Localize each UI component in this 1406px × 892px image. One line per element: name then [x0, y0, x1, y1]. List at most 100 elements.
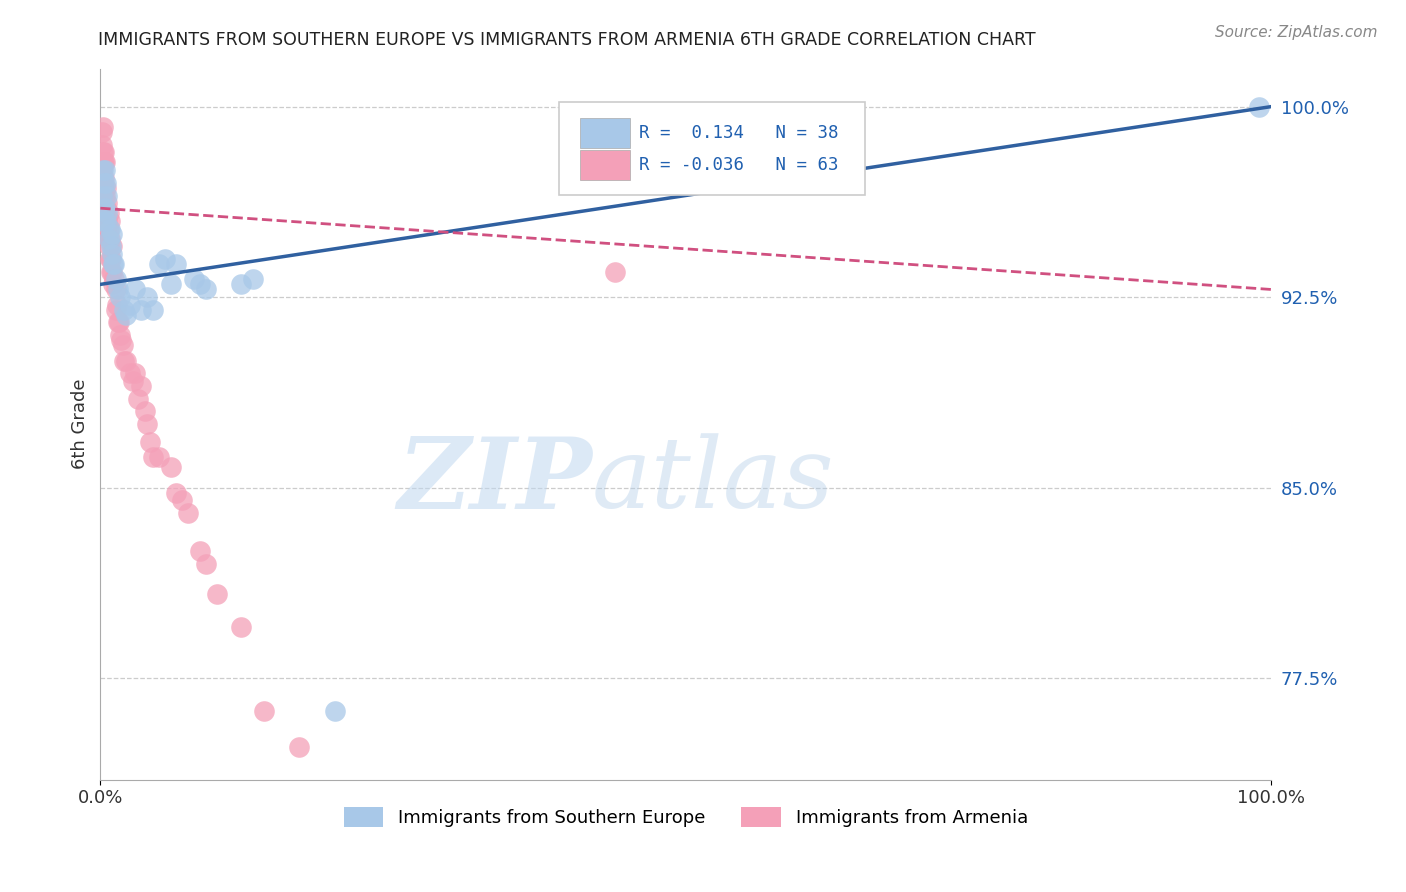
- Point: [136, 290, 159, 304]
- Point: [96, 188, 118, 202]
- Legend: Immigrants from Southern Europe, Immigrants from Armenia: Immigrants from Southern Europe, Immigra…: [336, 799, 1035, 835]
- Point: [97, 221, 120, 235]
- Point: [90, 188, 112, 202]
- Point: [118, 298, 141, 312]
- Point: [100, 252, 122, 266]
- Point: [97, 232, 120, 246]
- Point: [94, 201, 117, 215]
- Text: Source: ZipAtlas.com: Source: ZipAtlas.com: [1215, 25, 1378, 40]
- Point: [131, 302, 153, 317]
- Point: [148, 450, 170, 464]
- Point: [229, 620, 252, 634]
- Point: [91, 120, 114, 134]
- Point: [118, 366, 141, 380]
- Point: [94, 155, 117, 169]
- Point: [96, 214, 118, 228]
- Point: [253, 704, 276, 718]
- Point: [107, 283, 129, 297]
- Point: [91, 145, 114, 160]
- Point: [112, 302, 135, 317]
- Point: [96, 214, 118, 228]
- Point: [605, 265, 627, 279]
- Point: [96, 176, 118, 190]
- Point: [91, 181, 114, 195]
- Point: [136, 417, 159, 431]
- Point: [97, 206, 120, 220]
- Point: [177, 506, 200, 520]
- Point: [107, 316, 129, 330]
- Point: [110, 290, 132, 304]
- Point: [105, 298, 128, 312]
- Point: [138, 434, 160, 449]
- Point: [153, 252, 176, 266]
- Point: [96, 227, 118, 241]
- Point: [134, 404, 156, 418]
- Point: [101, 239, 124, 253]
- FancyBboxPatch shape: [560, 102, 865, 195]
- Point: [103, 277, 125, 292]
- Point: [90, 125, 112, 139]
- Point: [194, 283, 217, 297]
- Y-axis label: 6th Grade: 6th Grade: [72, 379, 89, 469]
- Point: [91, 155, 114, 169]
- FancyBboxPatch shape: [581, 150, 630, 180]
- Point: [159, 460, 181, 475]
- Point: [115, 353, 138, 368]
- Point: [98, 214, 121, 228]
- Point: [98, 252, 121, 266]
- Point: [98, 232, 121, 246]
- Point: [93, 214, 115, 228]
- Point: [142, 302, 165, 317]
- Point: [127, 392, 149, 406]
- Text: R = -0.036   N = 63: R = -0.036 N = 63: [638, 156, 838, 174]
- Text: R =  0.134   N = 38: R = 0.134 N = 38: [638, 124, 838, 142]
- Point: [104, 272, 127, 286]
- Point: [165, 257, 187, 271]
- Point: [207, 587, 229, 601]
- Point: [148, 257, 170, 271]
- Point: [1249, 100, 1271, 114]
- Point: [93, 155, 115, 169]
- Point: [101, 247, 124, 261]
- Point: [122, 374, 145, 388]
- Point: [98, 221, 121, 235]
- Point: [110, 333, 132, 347]
- Point: [188, 544, 211, 558]
- FancyBboxPatch shape: [581, 119, 630, 148]
- Text: atlas: atlas: [592, 434, 835, 529]
- Point: [104, 283, 127, 297]
- Point: [100, 265, 122, 279]
- Text: IMMIGRANTS FROM SOUTHERN EUROPE VS IMMIGRANTS FROM ARMENIA 6TH GRADE CORRELATION: IMMIGRANTS FROM SOUTHERN EUROPE VS IMMIG…: [98, 31, 1036, 49]
- Point: [100, 239, 122, 253]
- Point: [93, 176, 115, 190]
- Point: [91, 163, 114, 178]
- Point: [110, 328, 132, 343]
- Point: [101, 265, 124, 279]
- Point: [94, 201, 117, 215]
- Point: [93, 145, 115, 160]
- Point: [93, 181, 115, 195]
- Point: [96, 181, 118, 195]
- Point: [96, 201, 118, 215]
- Point: [96, 206, 118, 220]
- Point: [103, 257, 125, 271]
- Point: [104, 302, 127, 317]
- Point: [124, 366, 146, 380]
- Point: [288, 739, 311, 754]
- Point: [103, 257, 125, 271]
- Point: [172, 493, 194, 508]
- Point: [112, 353, 135, 368]
- Point: [323, 704, 346, 718]
- Point: [108, 316, 131, 330]
- Point: [97, 239, 120, 253]
- Point: [103, 272, 125, 286]
- Point: [90, 163, 112, 178]
- Point: [142, 450, 165, 464]
- Point: [93, 170, 115, 185]
- Point: [165, 485, 187, 500]
- Point: [194, 557, 217, 571]
- Point: [96, 196, 118, 211]
- Point: [111, 338, 134, 352]
- Point: [188, 277, 211, 292]
- Point: [124, 283, 146, 297]
